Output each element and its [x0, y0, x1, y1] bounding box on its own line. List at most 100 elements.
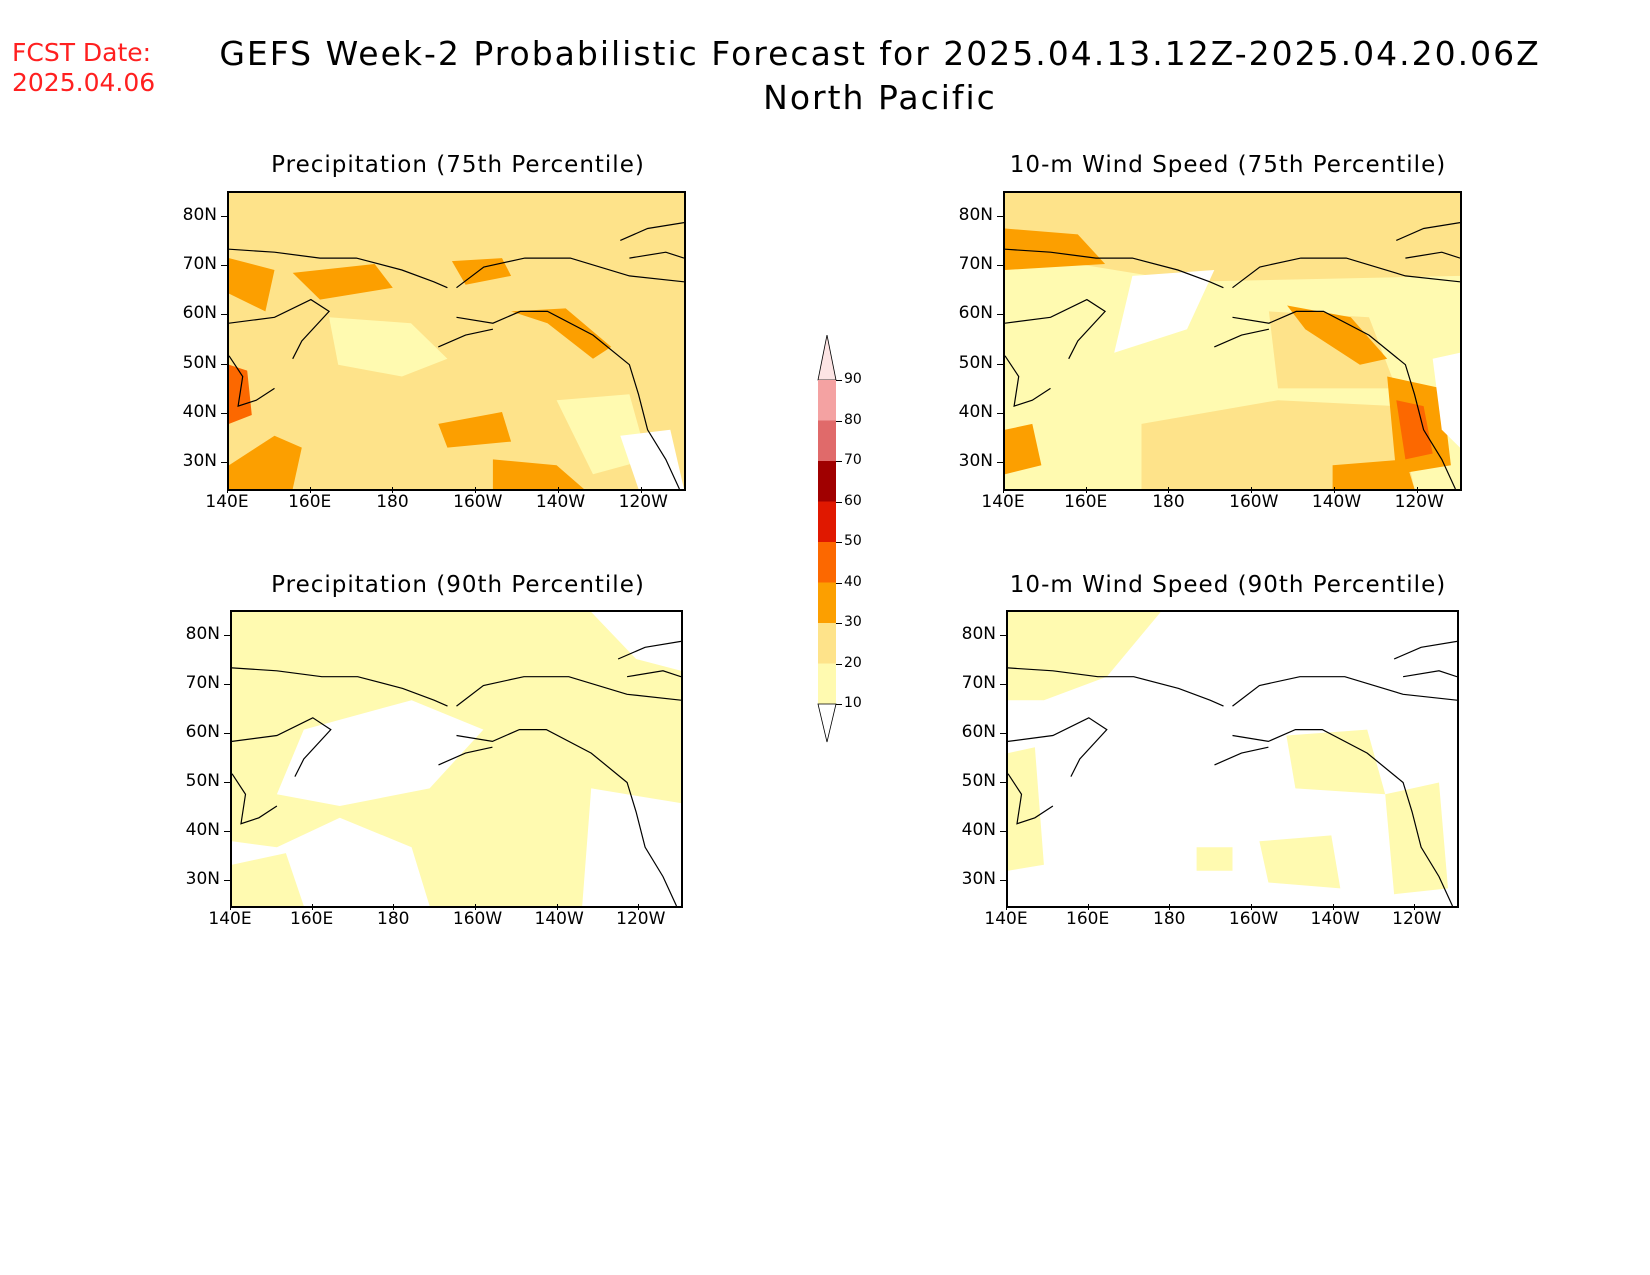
- colorbar-label: 40: [844, 573, 862, 590]
- lat-tick-mark: [1000, 732, 1006, 734]
- colorbar-tick: [836, 623, 842, 624]
- lon-tick-mark: [311, 904, 313, 910]
- lon-tick-label: 140E: [981, 492, 1025, 512]
- colorbar-cap-bottom: [817, 703, 837, 743]
- coastline-0: [229, 248, 448, 289]
- lon-tick-label: 160W: [453, 492, 503, 512]
- lon-tick-mark: [1168, 487, 1170, 493]
- lon-tick-label: 160E: [1066, 909, 1110, 929]
- probability-contour-2: [1259, 835, 1341, 889]
- forecast-date-label: FCST Date: 2025.04.06: [12, 38, 155, 98]
- lat-tick-label: 60N: [961, 721, 996, 742]
- coastline-5: [229, 355, 275, 407]
- lon-tick-label: 180: [376, 492, 409, 512]
- lon-tick-label: 120W: [1394, 492, 1444, 512]
- coastline-1: [456, 257, 684, 289]
- lat-tick-mark: [224, 879, 230, 881]
- colorbar-segment: [818, 461, 836, 502]
- lat-tick-label: 40N: [182, 402, 217, 422]
- probability-contour-6: [438, 412, 512, 448]
- colorbar-label: 20: [844, 654, 862, 671]
- colorbar-segment: [818, 542, 836, 583]
- lat-tick-mark: [997, 413, 1003, 414]
- lat-tick-label: 80N: [961, 623, 996, 644]
- coastline-3: [1232, 728, 1454, 906]
- lon-tick-mark: [393, 904, 395, 910]
- panel-title-precip-75: Precipitation (75th Percentile): [271, 152, 645, 178]
- lon-tick-label: 120W: [1392, 909, 1442, 929]
- coastline-3: [1232, 310, 1456, 489]
- probability-contour-8: [492, 459, 584, 489]
- lat-tick-mark: [224, 732, 230, 734]
- coastline-0: [1008, 667, 1224, 707]
- lon-tick-mark: [1003, 487, 1004, 493]
- lon-tick-label: 140W: [1311, 492, 1362, 512]
- lat-tick-mark: [997, 265, 1003, 266]
- map-wind-75: [1003, 191, 1462, 491]
- lon-tick-label: 160W: [452, 909, 503, 929]
- lon-tick-mark: [1006, 904, 1007, 910]
- probability-contour-0: [329, 317, 448, 377]
- colorbar-segment: [818, 501, 836, 542]
- map-field-svg: [1008, 612, 1457, 906]
- colorbar-segment: [818, 623, 836, 664]
- lat-tick-label: 70N: [185, 672, 220, 693]
- probability-contour-7: [229, 435, 302, 489]
- colorbar-label: 50: [844, 533, 862, 549]
- lon-tick-label: 140W: [534, 909, 584, 929]
- lat-tick-mark: [1000, 879, 1006, 881]
- probability-contour-2: [1268, 311, 1397, 389]
- colorbar-tick: [836, 420, 842, 422]
- coastline-7: [629, 251, 684, 259]
- lon-tick-mark: [1414, 904, 1416, 910]
- coastline-2: [232, 717, 332, 777]
- lon-tick-label: 160E: [288, 492, 332, 512]
- probability-contour-0: [1008, 612, 1161, 701]
- coastline-3: [456, 310, 680, 489]
- colorbar-segment: [818, 420, 836, 461]
- probability-contour-10: [620, 429, 684, 489]
- lon-tick-label: 180: [1152, 492, 1185, 512]
- coastline-1: [1232, 257, 1460, 289]
- lat-tick-label: 80N: [958, 204, 993, 225]
- lat-tick-label: 70N: [958, 254, 993, 274]
- colorbar-cap-top: [817, 334, 837, 381]
- coastline-1: [456, 676, 681, 707]
- coastline-2: [1008, 717, 1108, 777]
- lon-tick-mark: [640, 487, 642, 493]
- colorbar-label: 80: [844, 411, 862, 428]
- lat-tick-mark: [997, 314, 1003, 316]
- lat-tick-label: 30N: [185, 868, 220, 889]
- colorbar-label: 10: [844, 695, 862, 711]
- lat-tick-label: 40N: [961, 819, 996, 840]
- lat-tick-mark: [221, 314, 227, 316]
- lat-tick-label: 50N: [961, 770, 996, 791]
- coastline-6: [1396, 222, 1460, 241]
- lat-tick-label: 40N: [958, 402, 993, 422]
- lon-tick-label: 140W: [1310, 909, 1360, 929]
- lat-tick-label: 60N: [958, 303, 993, 324]
- forecast-date-caption: FCST Date:: [12, 38, 152, 67]
- lat-tick-label: 80N: [182, 204, 217, 225]
- colorbar-segment: [818, 582, 836, 623]
- lat-tick-mark: [997, 215, 1003, 217]
- coastline-5: [232, 773, 278, 825]
- page-title: GEFS Week-2 Probabilistic Forecast for 2…: [190, 32, 1570, 120]
- probability-contour-7: [1005, 423, 1042, 475]
- probability-contour-4: [1287, 305, 1388, 365]
- colorbar-label: 70: [844, 452, 862, 468]
- lat-tick-mark: [224, 781, 230, 783]
- lat-tick-mark: [997, 363, 1003, 365]
- lon-tick-mark: [557, 487, 559, 493]
- coastline-0: [1005, 248, 1224, 289]
- coastline-7: [1405, 251, 1460, 259]
- lon-tick-label: 160W: [1229, 492, 1279, 512]
- lon-tick-label: 180: [377, 909, 410, 929]
- lat-tick-label: 30N: [182, 451, 217, 472]
- lon-tick-mark: [227, 487, 228, 493]
- lat-tick-label: 70N: [961, 672, 996, 693]
- lon-tick-label: 120W: [616, 909, 666, 929]
- lat-tick-mark: [221, 265, 227, 266]
- lon-tick-label: 160W: [1228, 909, 1279, 929]
- probability-contour-8: [1396, 400, 1433, 460]
